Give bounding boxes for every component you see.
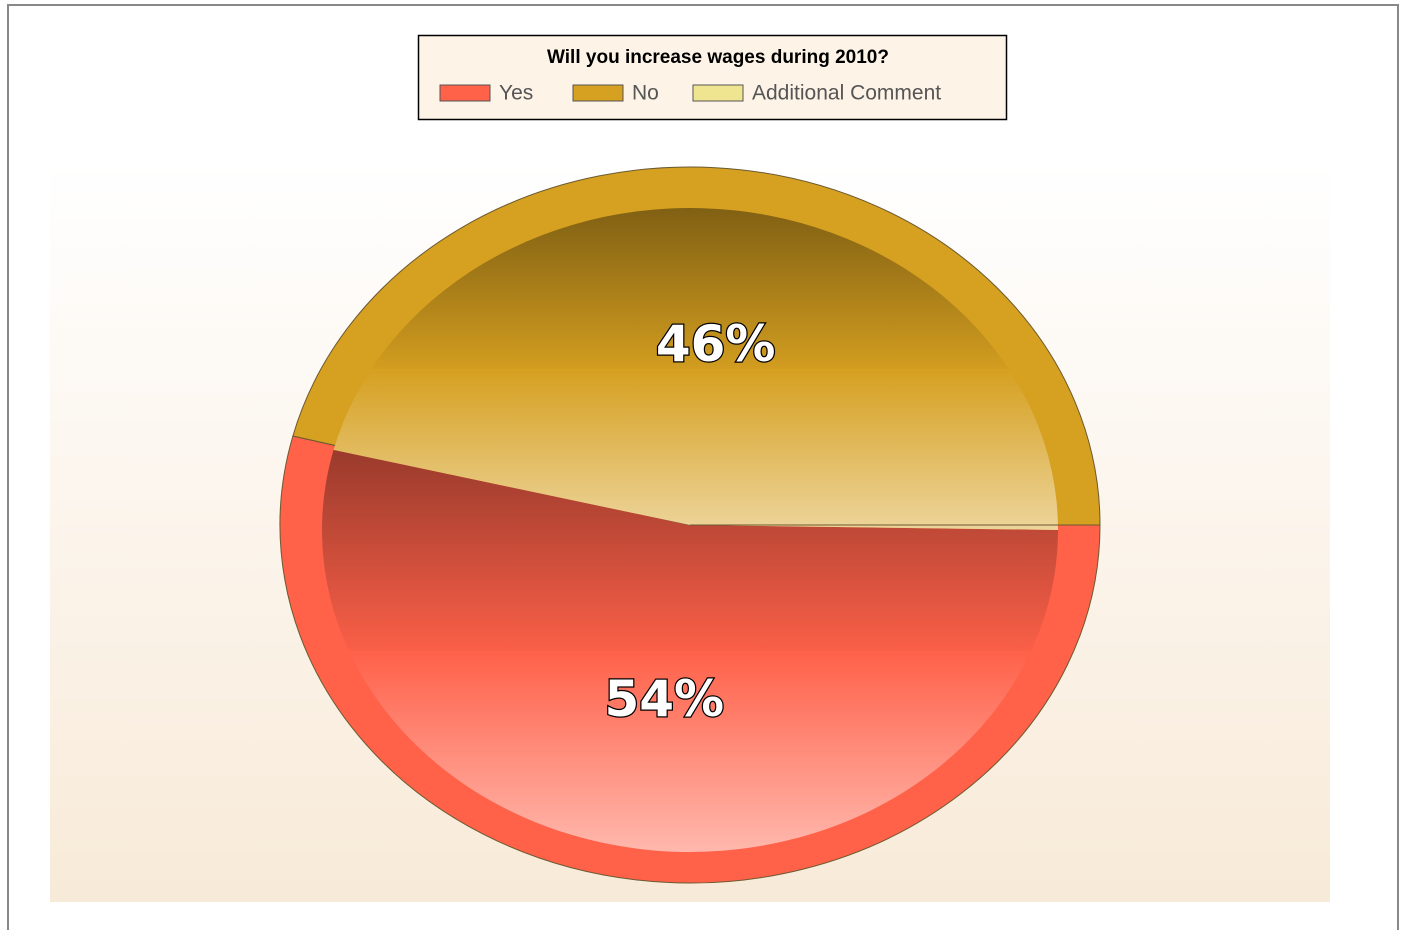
legend-swatch: [692, 84, 744, 102]
value-label: 46%: [656, 315, 776, 373]
frame: [7, 4, 1399, 930]
legend-swatch: [439, 84, 491, 102]
chart-title: Will you increase wages during 2010?: [547, 47, 889, 68]
slice-shade: [322, 449, 1058, 852]
legend-label: Additional Comment: [752, 82, 941, 105]
legend-label: No: [632, 82, 659, 105]
legend-swatch: [572, 84, 624, 102]
legend: [417, 34, 1008, 121]
legend-label: Yes: [499, 82, 533, 105]
slice-shade: [333, 208, 1058, 531]
value-label: 54%: [604, 670, 724, 728]
